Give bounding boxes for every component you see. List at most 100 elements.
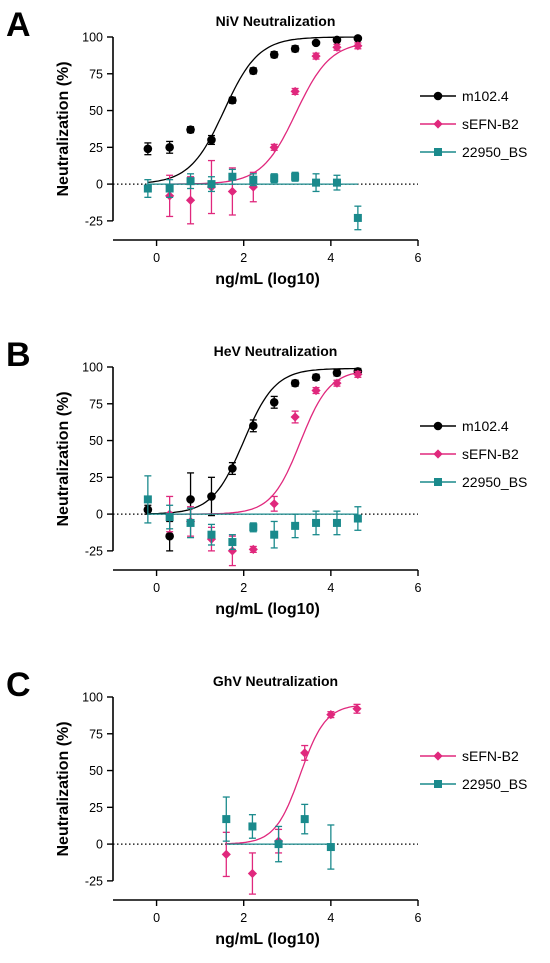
y-tick-label: 0 [96,178,103,192]
data-point [248,822,257,831]
data-point [185,195,196,205]
y-tick-label: 0 [96,508,103,522]
data-point [290,44,300,54]
data-point [165,143,174,152]
data-point [249,175,258,184]
series-sEFN-B2 [221,703,362,895]
data-point [353,213,362,222]
data-point [207,135,216,145]
x-axis-title: ng/mL (log10) [215,601,320,618]
data-point [290,412,300,422]
panel-letter: C [6,666,31,704]
data-point [186,125,195,134]
y-tick-label: 100 [82,31,103,45]
fit-curve [147,36,358,184]
legend-marker [433,449,443,459]
panel-letter: B [6,336,31,374]
data-point [269,499,279,509]
data-point [311,38,321,48]
data-point [312,518,321,527]
data-point [228,464,237,473]
legend-label: m102.4 [462,418,509,434]
data-point [186,518,195,527]
series-sEFN-B2 [165,41,363,225]
data-point [311,51,321,61]
data-point [249,523,258,532]
data-point [207,180,216,189]
data-point [332,378,342,388]
data-point [353,34,363,43]
data-point [269,398,279,407]
x-axis-title: ng/mL (log10) [215,271,320,288]
data-point [207,530,216,539]
data-point [143,144,153,154]
data-point [352,704,362,714]
y-tick-label: -25 [85,544,103,558]
fit-curve [169,44,359,185]
data-point [332,35,342,45]
data-point [332,42,342,52]
y-tick-label: 75 [89,67,103,81]
y-tick-label: 75 [89,727,103,741]
data-point [228,95,237,105]
chart-title: HeV Neutralization [214,343,338,359]
y-tick-label: 100 [82,361,103,375]
y-tick-label: 25 [89,471,103,485]
x-tick-label: 2 [240,911,247,925]
data-point [274,840,283,849]
x-tick-label: 6 [415,581,422,595]
data-point [222,815,231,824]
x-tick-label: 4 [327,911,334,925]
data-point [300,748,310,758]
data-point [269,142,279,152]
data-point [247,868,258,879]
x-tick-label: 0 [153,581,160,595]
data-point [290,378,300,388]
series-22950_BS [143,168,362,231]
data-point [228,538,237,547]
legend-label: 22950_BS [462,474,527,490]
series-22950_BS [222,796,335,870]
legend-label: 22950_BS [462,144,527,160]
x-tick-label: 6 [415,911,422,925]
legend-marker [434,148,442,156]
legend-marker [433,751,443,761]
x-axis-title: ng/mL (log10) [215,931,320,948]
data-point [165,531,174,541]
y-tick-label: 50 [89,764,103,778]
series-m102.4 [143,367,363,552]
x-tick-label: 2 [240,251,247,265]
data-point [291,172,300,181]
data-point [269,50,279,59]
data-point [228,172,237,181]
y-axis-title: Neutralization (%) [55,61,72,196]
legend-label: 22950_BS [462,776,527,792]
y-tick-label: 50 [89,104,103,118]
data-point [353,369,363,379]
panel-c: C GhV Neutralization -25 0 25 50 75 100 0 2 4 6 ng/m… [6,666,527,948]
y-axis-title: Neutralization (%) [55,721,72,856]
y-tick-label: 25 [89,141,103,155]
data-point [353,41,363,51]
series-22950_BS [143,475,362,551]
y-tick-label: 75 [89,397,103,411]
data-point [290,86,300,97]
data-point [332,518,341,527]
legend-marker [433,119,443,129]
y-tick-label: 25 [89,801,103,815]
fit-curve [226,705,358,845]
y-tick-label: -25 [85,214,103,228]
y-tick-label: -25 [85,874,103,888]
chart-title: GhV Neutralization [213,673,338,689]
series-sEFN-B2 [165,369,363,567]
legend-marker [434,780,442,788]
y-tick-label: 0 [96,838,103,852]
data-point [207,492,216,501]
x-tick-label: 0 [153,251,160,265]
x-tick-label: 2 [240,581,247,595]
x-tick-label: 4 [327,581,334,595]
x-tick-label: 4 [327,251,334,265]
data-point [221,849,231,859]
data-point [249,66,258,76]
data-point [165,184,174,193]
